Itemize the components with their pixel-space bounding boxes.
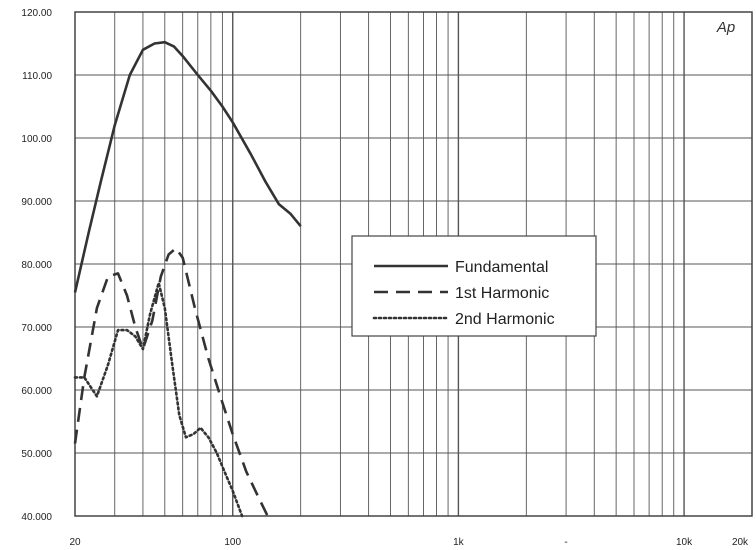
y-tick-label: 60.000 (21, 386, 52, 397)
series-layer (73, 40, 302, 520)
legend-label: 1st Harmonic (455, 285, 549, 302)
y-tick-label: 100.00 (21, 134, 52, 145)
x-tick-label: - (564, 537, 567, 548)
grid (74, 11, 753, 517)
y-tick-label: 80.000 (21, 260, 52, 271)
y-tick-label: 110.00 (22, 71, 52, 82)
y-tick-label: 70.000 (21, 323, 52, 334)
tick-labels: 40.000 50.000 60.000 70.000 80.000 90.000 100.… (21, 8, 749, 548)
x-tick-label: 10k (676, 537, 693, 548)
series-line-1 (73, 40, 302, 293)
ap-watermark: Ap (716, 19, 735, 36)
plot-frame (74, 11, 753, 517)
series-line-3 (73, 281, 244, 518)
legend-box (351, 235, 597, 337)
y-tick-label: 120.00 (21, 8, 52, 19)
legend-label: Fundamental (455, 259, 548, 276)
y-tick-label: 40.000 (21, 512, 52, 523)
series-line-2 (73, 247, 271, 520)
y-tick-label: 90.000 (21, 197, 52, 208)
legend: Fundamental 1st Harmonic 2nd Harmonic (351, 235, 597, 337)
x-tick-label: 1k (453, 537, 465, 548)
x-tick-label: 20 (69, 537, 81, 548)
legend-label: 2nd Harmonic (455, 311, 555, 328)
x-tick-label: 100 (224, 537, 241, 548)
y-tick-label: 50.000 (21, 449, 52, 460)
x-tick-label: 20k (732, 537, 749, 548)
